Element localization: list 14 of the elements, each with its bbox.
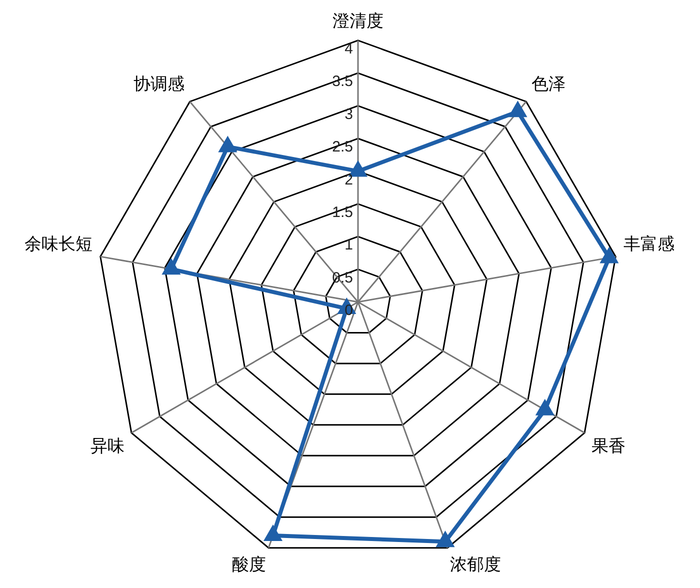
- spoke-label: 果香: [591, 436, 626, 456]
- spoke-label: 澄清度: [332, 12, 384, 32]
- spoke-label: 协调感: [134, 74, 185, 95]
- y-tick-label: 2: [344, 171, 353, 188]
- spoke-label: 余味长短: [24, 234, 92, 254]
- spoke-label: 酸度: [232, 554, 266, 575]
- y-tick-label: 4: [344, 40, 353, 58]
- spoke-label: 色泽: [531, 74, 566, 95]
- y-tick-label: 3: [344, 106, 353, 123]
- spoke-label: 浓郁度: [450, 554, 502, 575]
- y-tick-label: 1.5: [332, 204, 353, 222]
- y-tick-label: 1: [344, 236, 353, 254]
- spoke-label: 丰富感: [624, 234, 675, 254]
- spoke-label: 异味: [90, 436, 125, 456]
